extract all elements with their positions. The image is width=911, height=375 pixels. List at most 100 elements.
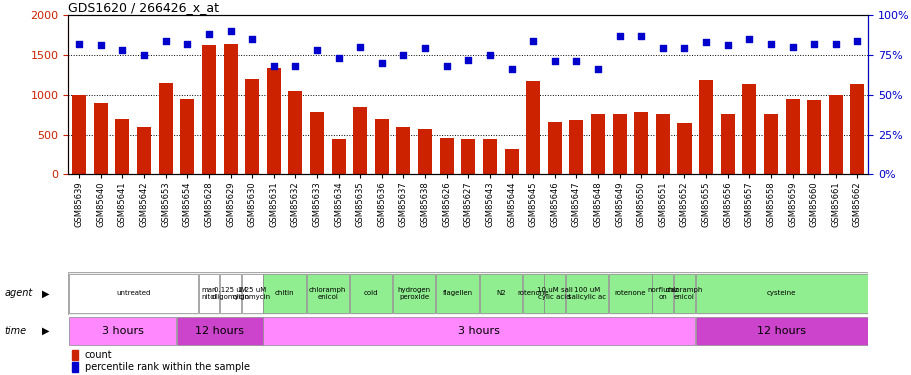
Bar (699, 80, 712, 174)
Bar (68, 316, 176, 345)
Point (137, 52, 151, 58)
Point (504, 66, 518, 72)
Bar (310, 112, 323, 174)
Bar (695, 274, 867, 313)
Bar (350, 274, 392, 313)
Point (266, 63, 281, 69)
Text: 1.25 uM
oligomycin: 1.25 uM oligomycin (233, 287, 271, 300)
Bar (72, 362, 78, 372)
Bar (482, 138, 496, 174)
Point (547, 58, 561, 64)
Point (720, 42, 734, 48)
Bar (116, 118, 129, 174)
Text: 100 uM
salicylic ac: 100 uM salicylic ac (568, 287, 606, 300)
Text: count: count (85, 350, 112, 360)
Bar (677, 123, 691, 174)
Bar (590, 114, 604, 174)
Text: 3 hours: 3 hours (101, 326, 143, 336)
Bar (651, 274, 672, 313)
Bar (522, 274, 543, 313)
Bar (544, 274, 565, 313)
Point (568, 58, 583, 64)
Bar (288, 91, 302, 174)
Text: rotenone: rotenone (517, 290, 548, 296)
Bar (241, 274, 262, 313)
Text: norfluraz
on: norfluraz on (647, 287, 678, 300)
Bar (633, 112, 648, 174)
Point (460, 57, 476, 63)
Bar (655, 114, 670, 174)
Point (353, 44, 367, 50)
Text: cold: cold (363, 290, 378, 296)
Point (526, 38, 540, 44)
Point (742, 36, 756, 42)
Text: GDS1620 / 266426_x_at: GDS1620 / 266426_x_at (68, 1, 220, 14)
Bar (180, 99, 194, 174)
Bar (245, 79, 259, 174)
Point (159, 38, 173, 44)
Bar (806, 100, 820, 174)
Point (439, 63, 454, 69)
Text: untreated: untreated (116, 290, 150, 296)
Text: 12 hours: 12 hours (195, 326, 244, 336)
Bar (461, 138, 475, 174)
Bar (849, 84, 864, 174)
Bar (266, 68, 281, 174)
Bar (201, 45, 216, 174)
Bar (720, 114, 734, 174)
Point (698, 39, 712, 45)
Point (806, 41, 821, 47)
Point (179, 41, 194, 47)
Bar (68, 274, 198, 313)
Bar (263, 274, 305, 313)
Point (417, 45, 432, 51)
Point (310, 47, 324, 53)
Bar (220, 274, 241, 313)
Bar (374, 118, 388, 174)
Bar (353, 106, 367, 174)
Point (201, 31, 216, 37)
Bar (612, 114, 626, 174)
Text: time: time (5, 326, 26, 336)
Point (72, 41, 87, 47)
Point (611, 33, 626, 39)
Point (395, 52, 410, 58)
Bar (435, 274, 478, 313)
Point (827, 41, 842, 47)
Text: rotenone: rotenone (614, 290, 646, 296)
Point (849, 38, 864, 44)
Point (331, 55, 345, 61)
Text: 0.125 uM
oligomycin: 0.125 uM oligomycin (211, 287, 250, 300)
Text: percentile rank within the sample: percentile rank within the sample (85, 362, 250, 372)
Bar (695, 316, 867, 345)
Bar (72, 96, 87, 174)
Text: cysteine: cysteine (766, 290, 795, 296)
Text: chloramph
enicol: chloramph enicol (309, 287, 346, 300)
Point (94, 42, 108, 48)
Text: N2: N2 (496, 290, 505, 296)
Point (784, 44, 799, 50)
Point (223, 28, 238, 34)
Bar (396, 128, 410, 174)
Text: ▶: ▶ (42, 326, 49, 336)
Text: man
nitol: man nitol (201, 287, 217, 300)
Text: 12 hours: 12 hours (756, 326, 805, 336)
Text: ▶: ▶ (42, 288, 49, 298)
Point (374, 60, 389, 66)
Bar (784, 99, 799, 174)
Point (288, 63, 302, 69)
Bar (72, 350, 78, 360)
Bar (199, 274, 219, 313)
Text: chloramph
enicol: chloramph enicol (665, 287, 702, 300)
Bar (159, 83, 172, 174)
Bar (763, 114, 777, 174)
Bar (609, 274, 650, 313)
Point (763, 41, 777, 47)
Text: agent: agent (5, 288, 33, 298)
Bar (263, 316, 694, 345)
Bar (137, 127, 151, 174)
Bar (177, 316, 262, 345)
Bar (223, 45, 237, 174)
Bar (526, 81, 539, 174)
Point (677, 45, 691, 51)
